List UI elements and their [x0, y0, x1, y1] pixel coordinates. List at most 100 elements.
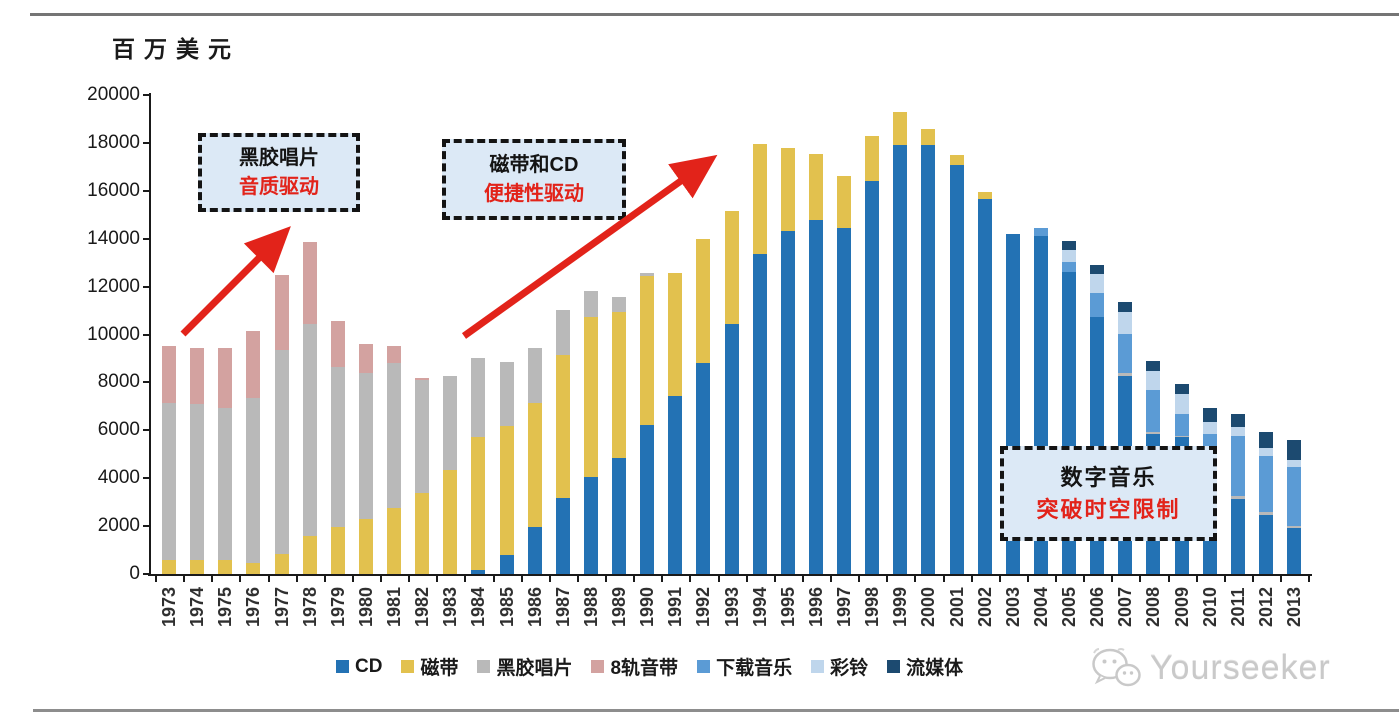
x-axis-tick: [1308, 576, 1311, 582]
bar-segment-1995-磁带: [780, 147, 795, 232]
legend-item-磁带: 磁带: [401, 653, 458, 680]
bar-segment-1977-磁带: [274, 553, 289, 574]
y-axis-unit-label: 百万美元: [112, 36, 240, 62]
bar-segment-2006-彩铃: [1090, 274, 1105, 294]
legend-swatch: [401, 660, 415, 673]
x-axis-tick: [1139, 576, 1142, 582]
x-axis-year-label: 1986: [524, 586, 545, 628]
x-axis-year-label: 1999: [890, 586, 911, 628]
x-axis-tick: [998, 576, 1001, 582]
bar-segment-1979-8轨音带: [330, 321, 345, 368]
bar-segment-1987-磁带: [555, 354, 570, 498]
x-axis-year-label: 2003: [1002, 586, 1023, 628]
bar-segment-1995-CD: [780, 231, 795, 574]
legend-item-彩铃: 彩铃: [811, 653, 868, 680]
callout-digital-title: 数字音乐: [1060, 464, 1157, 490]
legend-label: 8轨音带: [610, 658, 679, 679]
legend-item-流媒体: 流媒体: [887, 653, 963, 680]
bar-segment-1981-磁带: [387, 508, 402, 574]
x-axis-tick: [548, 576, 551, 582]
watermark-text: Yourseeker: [1150, 648, 1331, 687]
bar-segment-1989-磁带: [612, 311, 627, 458]
bar-segment-2001-磁带: [949, 154, 964, 166]
bar-segment-2007-流媒体: [1118, 302, 1133, 313]
bar-segment-1974-8轨音带: [190, 348, 205, 405]
x-axis-tick: [886, 576, 889, 582]
x-axis-tick: [801, 576, 804, 582]
bar-segment-1985-CD: [499, 554, 514, 574]
y-axis-tick-label: 6000: [97, 419, 140, 441]
bar-segment-1978-磁带: [302, 535, 317, 574]
x-axis-tick: [970, 576, 973, 582]
legend-label: CD: [355, 655, 383, 677]
x-axis-tick: [689, 576, 692, 582]
x-axis-tick: [1026, 576, 1029, 582]
bar-segment-2012-流媒体: [1258, 431, 1273, 448]
x-axis-year-label: 2012: [1255, 586, 1276, 628]
bar-segment-1994-磁带: [752, 144, 767, 255]
bar-segment-1979-黑胶唱片: [330, 367, 345, 527]
x-axis-year-label: 1985: [496, 586, 517, 628]
y-axis-tick-label: 4000: [97, 467, 140, 489]
x-axis-tick: [773, 576, 776, 582]
bar-segment-2006-下载音乐: [1090, 293, 1105, 317]
bar-segment-1982-磁带: [415, 492, 430, 574]
bar-segment-1991-磁带: [668, 273, 683, 397]
bar-segment-1974-黑胶唱片: [190, 404, 205, 560]
x-axis-year-label: 2004: [1030, 586, 1051, 628]
x-axis-year-label: 2002: [974, 586, 995, 628]
x-axis-tick: [492, 576, 495, 582]
x-axis-tick: [351, 576, 354, 582]
y-axis-tick-label: 18000: [87, 131, 140, 153]
y-axis-tick: [143, 477, 150, 480]
bar-segment-1999-CD: [893, 144, 908, 574]
bar-segment-2010-流媒体: [1202, 407, 1217, 422]
x-axis-tick: [830, 576, 832, 582]
x-axis-year-label: 1989: [609, 586, 630, 628]
bar-segment-2007-黑胶唱片: [1118, 372, 1133, 377]
x-axis-tick: [717, 576, 720, 582]
legend-item-8轨音带: 8轨音带: [591, 653, 678, 680]
callout-cassette-cd: 磁带和CD 便捷性驱动: [442, 139, 626, 220]
top-divider: [30, 13, 1399, 16]
bar-segment-2005-下载音乐: [1062, 261, 1077, 272]
x-axis-year-label: 2000: [918, 586, 939, 628]
bar-segment-2007-彩铃: [1118, 312, 1133, 334]
legend-label: 磁带: [420, 658, 459, 679]
x-axis-tick: [942, 576, 945, 582]
x-axis-tick: [1083, 576, 1086, 582]
legend-label: 流媒体: [906, 658, 964, 679]
wechat-watermark: Yourseeker: [1090, 645, 1331, 691]
y-axis-tick: [143, 237, 150, 240]
x-axis-year-label: 1997: [834, 586, 855, 628]
bar-segment-2005-流媒体: [1062, 240, 1077, 250]
bar-segment-1975-8轨音带: [218, 348, 233, 408]
x-axis-tick: [1251, 576, 1254, 582]
bar-segment-1976-黑胶唱片: [246, 397, 261, 564]
bar-segment-1998-磁带: [865, 135, 880, 182]
bar-segment-1973-磁带: [162, 559, 177, 574]
bar-segment-1990-CD: [640, 424, 655, 574]
bar-segment-1984-磁带: [471, 436, 486, 571]
x-axis-tick: [408, 576, 411, 582]
x-axis-year-label: 1987: [552, 586, 573, 628]
x-axis-tick: [605, 576, 607, 582]
x-axis-tick: [211, 576, 214, 582]
y-axis-tick: [143, 333, 150, 336]
legend-swatch: [591, 660, 605, 673]
bar-segment-2002-磁带: [977, 192, 992, 200]
bar-segment-1984-CD: [471, 570, 486, 574]
bar-segment-1976-8轨音带: [246, 331, 261, 398]
bar-segment-1985-磁带: [499, 425, 514, 555]
y-axis-tick: [143, 381, 150, 384]
x-axis-year-label: 1974: [187, 586, 208, 628]
y-axis-tick-label: 20000: [87, 84, 140, 105]
x-axis-year-label: 1973: [159, 586, 180, 628]
bar-segment-2006-流媒体: [1090, 265, 1105, 275]
bar-segment-1987-CD: [555, 497, 570, 574]
bar-segment-1987-黑胶唱片: [555, 310, 570, 355]
x-axis-tick: [267, 576, 270, 582]
bar-segment-1983-磁带: [443, 470, 458, 574]
x-axis-year-label: 2007: [1115, 586, 1136, 628]
x-axis-tick: [295, 576, 298, 582]
